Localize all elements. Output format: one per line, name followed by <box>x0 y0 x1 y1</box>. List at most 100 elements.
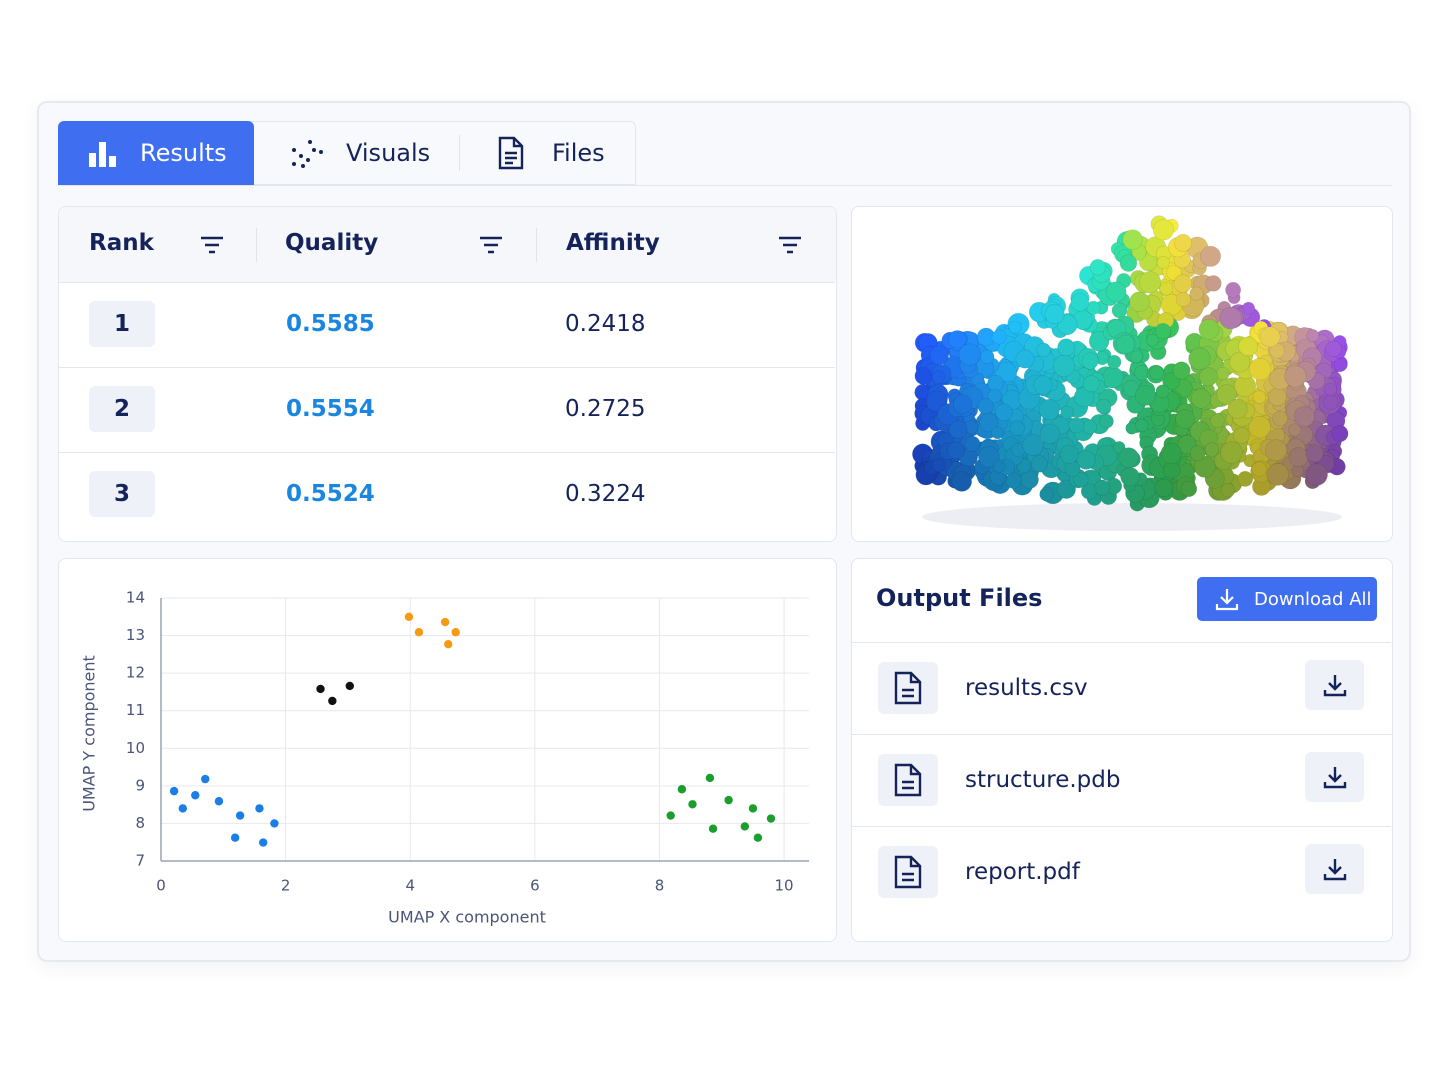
filter-icon[interactable] <box>778 236 802 254</box>
point <box>666 811 675 820</box>
atom <box>1099 414 1114 429</box>
y-tick-label: 12 <box>126 664 145 682</box>
point <box>328 696 337 706</box>
atom <box>1135 418 1149 433</box>
atom <box>1325 340 1342 358</box>
download-icon <box>1215 589 1239 611</box>
point <box>414 627 424 637</box>
point <box>169 786 179 796</box>
atom <box>1175 291 1192 307</box>
atom <box>1152 219 1175 241</box>
atom <box>964 435 981 452</box>
atom <box>1009 420 1025 436</box>
atom <box>1216 366 1230 381</box>
atom <box>1052 354 1075 377</box>
atom <box>1199 367 1218 387</box>
tab-results[interactable]: Results <box>58 121 254 185</box>
point <box>708 824 718 833</box>
atom <box>1287 423 1301 437</box>
y-tick-label: 11 <box>126 701 145 719</box>
atom <box>1073 472 1089 488</box>
atom <box>991 329 1007 345</box>
atom <box>1266 463 1290 486</box>
y-tick-label: 10 <box>126 739 145 757</box>
tab-files[interactable]: Files <box>498 121 605 185</box>
atom <box>1038 398 1060 421</box>
atom <box>1333 358 1348 372</box>
atom <box>1306 329 1320 343</box>
atom <box>948 330 967 349</box>
point <box>214 797 224 806</box>
file-icon <box>878 846 938 898</box>
atom <box>1172 361 1191 380</box>
atom <box>1204 442 1220 457</box>
atom <box>1039 486 1055 502</box>
umap-chart: 7 8 9 10 11 12 13 14 0 2 4 6 8 10 UMAP X component UMAP… <box>80 589 809 927</box>
header-divider <box>256 228 257 262</box>
atom <box>1210 413 1225 428</box>
atom <box>1199 245 1221 267</box>
point <box>444 640 453 649</box>
atom <box>1111 302 1128 319</box>
download-button[interactable] <box>1305 660 1364 710</box>
output-files <box>851 558 1393 942</box>
atom <box>1160 442 1182 464</box>
atom <box>1323 394 1339 410</box>
atom <box>987 388 1003 404</box>
atom <box>1082 419 1097 435</box>
atom <box>1162 372 1181 391</box>
y-tick-label: 13 <box>126 626 145 644</box>
atom <box>1305 463 1328 486</box>
tab-label: Results <box>140 139 227 167</box>
atom <box>1173 274 1192 293</box>
atom <box>931 370 946 384</box>
file-name: structure.pdb <box>965 767 1121 793</box>
atom <box>1134 384 1156 406</box>
x-tick-label: 6 <box>530 877 540 895</box>
point <box>705 773 715 783</box>
x-tick-label: 10 <box>775 877 794 895</box>
atom <box>1220 441 1243 464</box>
header-affinity: Affinity <box>566 230 660 256</box>
atom <box>1082 375 1100 393</box>
file-icon <box>878 662 938 714</box>
file-icon <box>878 754 938 806</box>
atom <box>1193 455 1216 478</box>
filter-icon[interactable] <box>200 236 224 254</box>
atom <box>1174 234 1193 252</box>
bar-icon <box>89 142 116 167</box>
file-icon <box>498 136 524 170</box>
atom <box>1265 439 1288 462</box>
filter-icon[interactable] <box>479 236 503 254</box>
point <box>688 800 697 809</box>
atom <box>980 349 995 365</box>
tab-visuals[interactable]: Visuals <box>290 121 430 185</box>
y-tick-label: 8 <box>135 814 145 832</box>
point <box>748 804 758 813</box>
point <box>316 684 325 694</box>
atom <box>1060 405 1074 420</box>
quality-value: 0.5554 <box>286 396 375 422</box>
scatter-icon <box>292 140 323 168</box>
atom <box>953 394 973 414</box>
atom <box>1119 254 1138 272</box>
point <box>270 819 279 828</box>
atom <box>1101 366 1124 389</box>
x-tick-label: 2 <box>281 877 291 895</box>
atom <box>929 345 949 366</box>
rank-badge: 2 <box>89 386 155 432</box>
atom <box>1259 326 1281 348</box>
atom <box>1190 388 1212 409</box>
files-title: Output Files <box>876 584 1043 612</box>
point <box>258 838 268 847</box>
download-button[interactable] <box>1305 752 1364 802</box>
point <box>178 804 188 813</box>
download-all-button[interactable]: Download All <box>1197 577 1377 621</box>
download-button[interactable] <box>1305 844 1364 894</box>
atom <box>1180 480 1198 498</box>
quality-value: 0.5524 <box>286 481 375 507</box>
point <box>201 774 210 784</box>
point <box>191 791 200 800</box>
atom <box>1146 333 1159 347</box>
